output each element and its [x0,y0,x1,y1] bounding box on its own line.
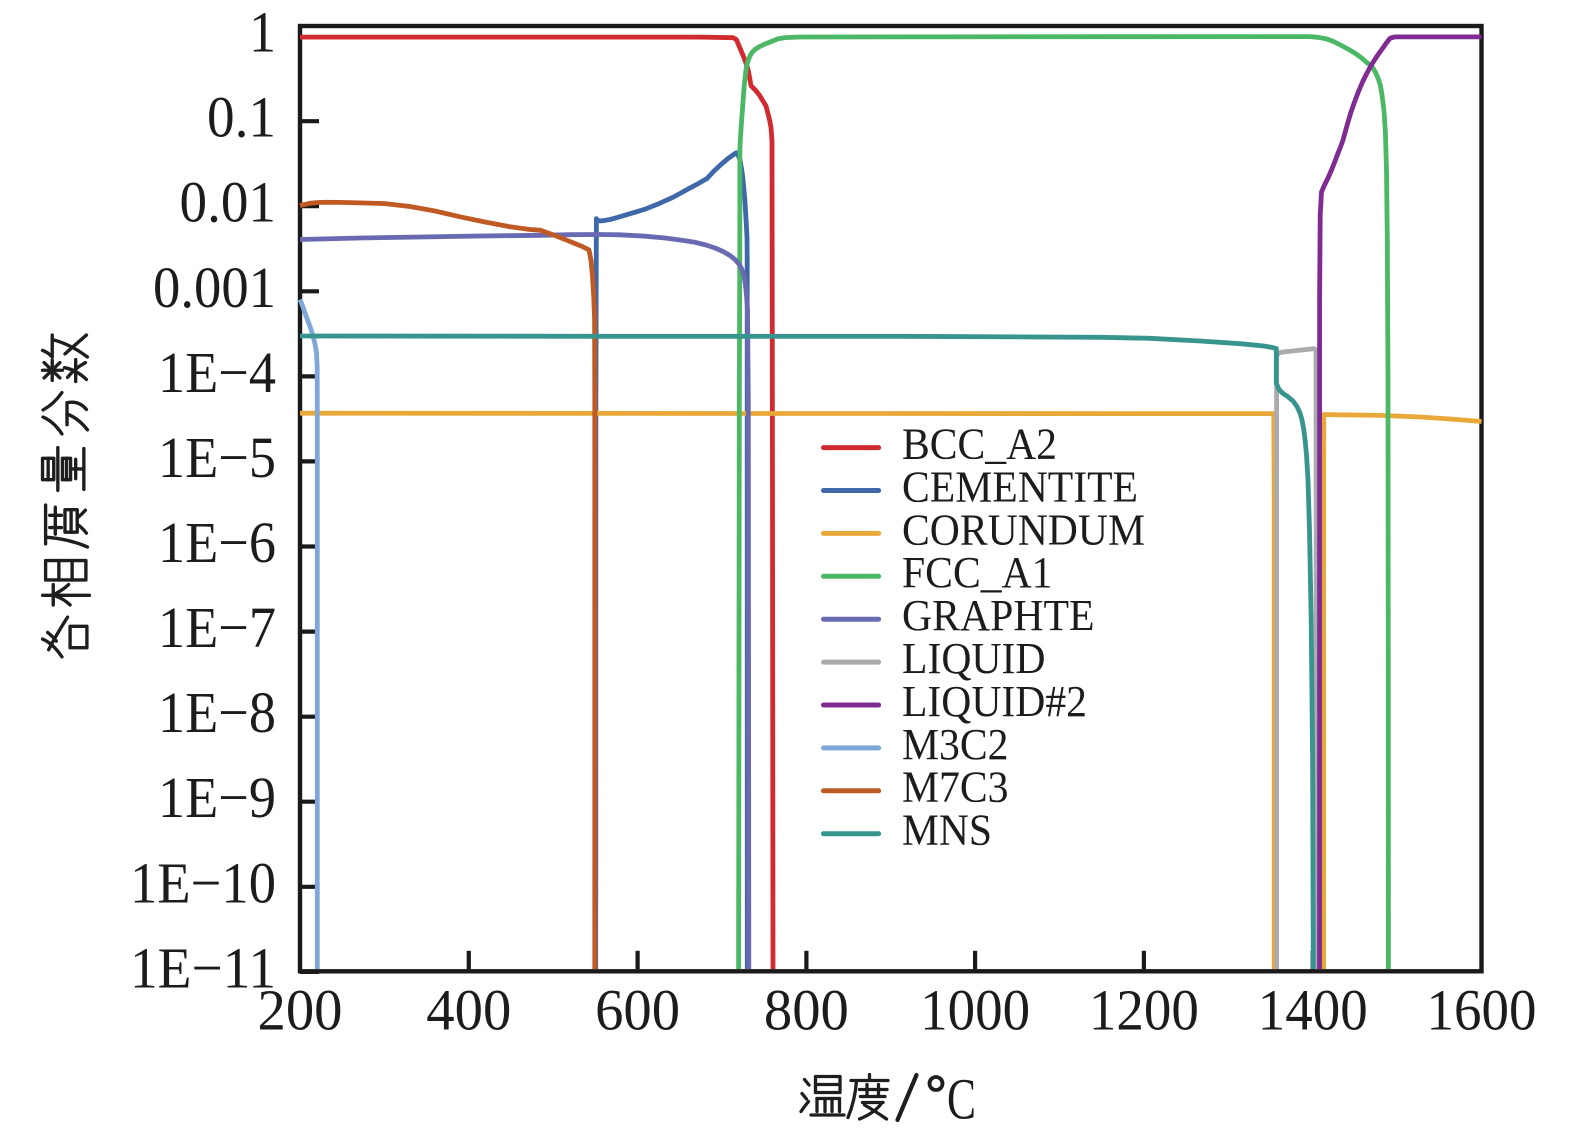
svg-text:C: C [947,1067,976,1132]
svg-text:LIQUID#2: LIQUID#2 [902,677,1087,726]
svg-text:1E−4: 1E−4 [158,340,276,405]
svg-text:1E−8: 1E−8 [158,680,276,745]
svg-text:200: 200 [258,978,343,1043]
svg-text:MNS: MNS [902,806,992,855]
svg-text:1E−9: 1E−9 [158,765,276,830]
svg-text:BCC_A2: BCC_A2 [902,420,1057,469]
svg-text:LIQUID: LIQUID [902,634,1046,683]
svg-text:1: 1 [249,0,276,65]
svg-text:0.001: 0.001 [153,255,276,320]
svg-text:600: 600 [595,978,680,1043]
svg-text:GRAPHTE: GRAPHTE [902,591,1095,640]
svg-text:1200: 1200 [1089,978,1199,1043]
svg-text:CORUNDUM: CORUNDUM [902,505,1145,554]
svg-text:400: 400 [426,978,511,1043]
svg-text:1E−11: 1E−11 [130,935,276,1000]
svg-text:FCC_A1: FCC_A1 [902,548,1053,597]
svg-text:CEMENTITE: CEMENTITE [902,462,1138,511]
svg-text:0.01: 0.01 [180,170,277,235]
svg-text:M3C2: M3C2 [902,720,1009,769]
svg-text:1E−6: 1E−6 [158,510,276,575]
svg-text:1600: 1600 [1427,978,1537,1043]
svg-text:0.1: 0.1 [207,85,276,150]
svg-text:800: 800 [764,978,849,1043]
svg-text:1E−10: 1E−10 [130,850,276,915]
svg-text:1E−7: 1E−7 [158,595,276,660]
svg-text:1E−5: 1E−5 [158,425,276,490]
svg-text:1000: 1000 [920,978,1030,1043]
svg-text:M7C3: M7C3 [902,763,1009,812]
svg-text:1400: 1400 [1258,978,1368,1043]
